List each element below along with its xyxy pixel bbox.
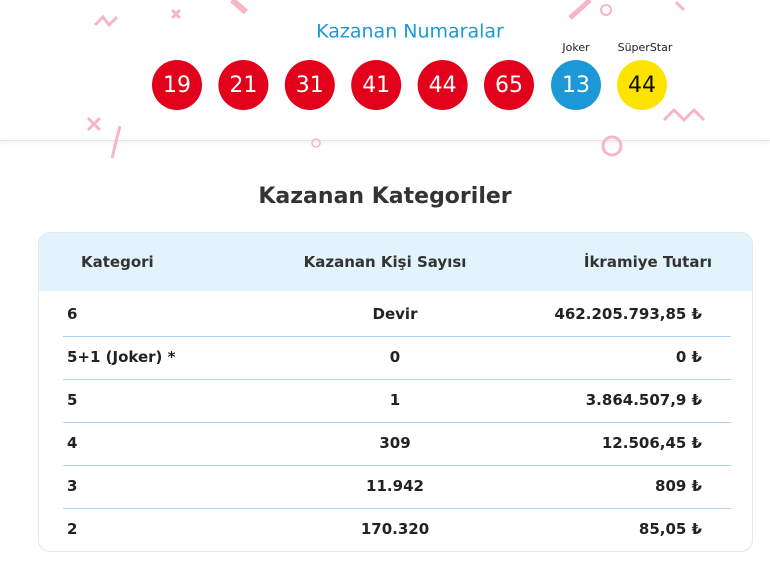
number-ball bbox=[218, 60, 269, 110]
number: 44 bbox=[429, 73, 457, 98]
row-divider bbox=[63, 508, 731, 509]
number-ball bbox=[351, 60, 402, 110]
winner-count: 1 bbox=[389, 391, 401, 409]
category: 4 bbox=[67, 434, 78, 452]
row-divider bbox=[63, 422, 731, 423]
row-divider bbox=[63, 336, 731, 337]
category: 6 bbox=[67, 305, 78, 323]
number: 21 bbox=[229, 73, 257, 98]
balls: 19 21 31 41 44 65 bbox=[152, 60, 534, 110]
winner-count: 309 bbox=[379, 434, 411, 452]
number: 19 bbox=[163, 73, 191, 98]
number-ball bbox=[417, 60, 468, 110]
category: 3 bbox=[67, 477, 78, 495]
header-title: Kazanan Numaralar bbox=[316, 21, 504, 43]
number: 31 bbox=[296, 73, 324, 98]
prize-amount: 12.506,45 ₺ bbox=[601, 434, 702, 452]
number-ball bbox=[284, 60, 335, 110]
category: 5 bbox=[67, 391, 78, 409]
results-table: Kategori Kazanan Kişi Sayısı İkramiye Tuta… bbox=[38, 232, 753, 552]
superstar-ball bbox=[617, 60, 667, 110]
joker-label: Joker bbox=[561, 41, 590, 54]
number: 65 bbox=[495, 73, 523, 98]
section-title: Kazanan Kategoriler bbox=[258, 184, 512, 209]
table-header: Kategori Kazanan Kişi Sayısı İkramiye Tuta… bbox=[39, 233, 752, 291]
category: 5+1 (Joker) * bbox=[67, 348, 176, 366]
prize-amount: 462.205.793,85 ₺ bbox=[554, 305, 702, 323]
winner-count: 0 bbox=[389, 348, 401, 366]
column-header: İkramiye Tutarı bbox=[583, 253, 712, 271]
prize-amount: 0 ₺ bbox=[675, 348, 702, 366]
header-graphic: Kazanan Numaralar 19 21 31 41 44 65 Joker 13 … bbox=[86, 0, 706, 159]
prize-amount: 3.864.507,9 ₺ bbox=[585, 391, 702, 409]
superstar-label: SüperStar bbox=[618, 41, 673, 54]
joker-ball bbox=[551, 60, 601, 110]
column-header: Kategori bbox=[81, 253, 154, 271]
joker-number: 13 bbox=[562, 73, 590, 98]
superstar-number: 44 bbox=[628, 73, 656, 98]
prize-amount: 809 ₺ bbox=[655, 477, 702, 495]
number-ball bbox=[152, 60, 202, 110]
category: 2 bbox=[67, 520, 78, 538]
prize-amount: 85,05 ₺ bbox=[638, 520, 702, 538]
number-ball bbox=[484, 60, 534, 110]
winner-count: Devir bbox=[372, 305, 418, 323]
number: 41 bbox=[362, 73, 390, 98]
row-divider bbox=[63, 379, 731, 380]
results-header: Kazanan Numaralar 19 21 31 41 44 65 Joker 13 … bbox=[0, 0, 770, 159]
column-header: Kazanan Kişi Sayısı bbox=[303, 253, 467, 271]
confetti bbox=[86, 0, 706, 159]
winner-count: 170.320 bbox=[360, 520, 430, 538]
winner-count: 11.942 bbox=[366, 477, 424, 495]
row-divider bbox=[63, 465, 731, 466]
